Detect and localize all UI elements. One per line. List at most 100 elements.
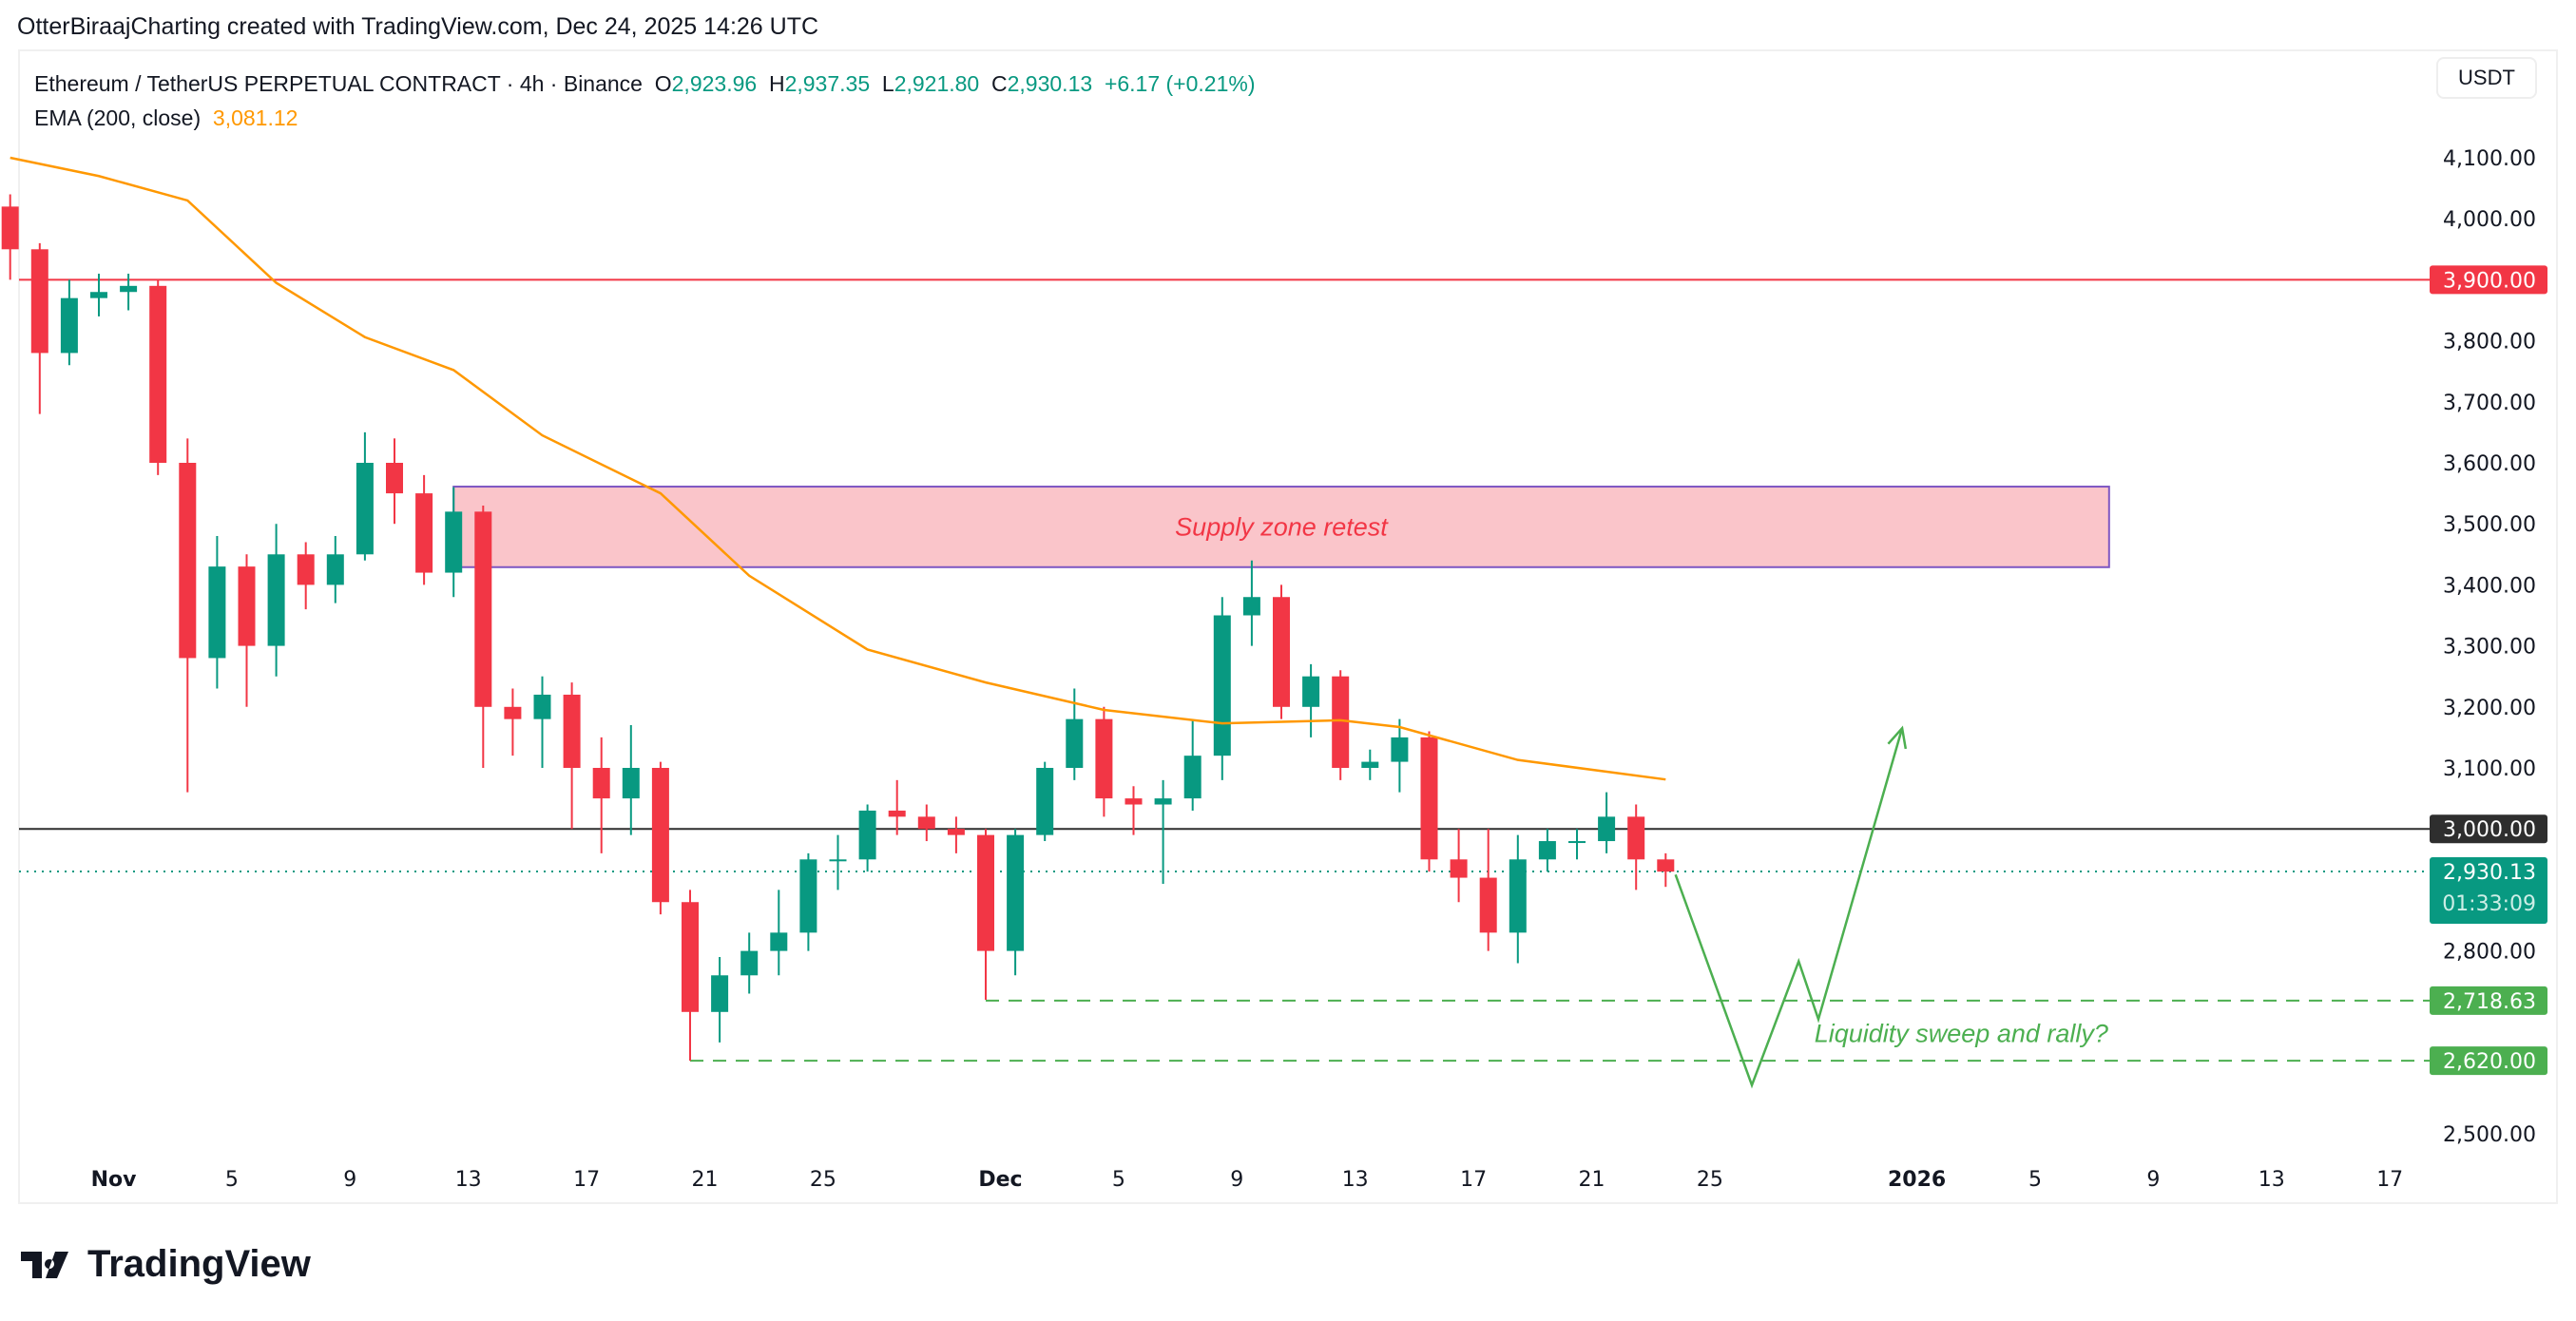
- candle-body: [711, 975, 729, 1012]
- y-tick-label: 3,600.00: [2443, 452, 2536, 476]
- candle: [267, 524, 285, 677]
- arrow-head-icon: [1887, 725, 1908, 750]
- candle: [977, 829, 994, 1000]
- candle: [711, 957, 729, 1043]
- y-tick-label: 2,500.00: [2443, 1123, 2536, 1147]
- supply-zone-label: Supply zone retest: [1175, 512, 1389, 541]
- candle: [1568, 829, 1586, 860]
- x-tick-label: 21: [692, 1168, 719, 1192]
- chart-frame: [18, 49, 2558, 1204]
- y-tick-label: 4,000.00: [2443, 208, 2536, 232]
- candle-body: [1361, 761, 1379, 768]
- candle-body: [326, 554, 344, 585]
- candle-body: [858, 810, 876, 860]
- candle: [356, 431, 374, 561]
- currency-button[interactable]: USDT: [2436, 57, 2537, 99]
- candle: [1242, 560, 1260, 646]
- logo-text: TradingView: [87, 1243, 311, 1285]
- candle: [1598, 792, 1616, 853]
- candle-body: [888, 810, 906, 817]
- x-tick-label: 5: [225, 1168, 239, 1192]
- candle: [1154, 779, 1172, 884]
- candle-body: [651, 768, 669, 903]
- candle: [60, 279, 78, 366]
- candle: [1509, 834, 1527, 964]
- x-tick-label: 9: [1230, 1168, 1243, 1192]
- candle-body: [30, 249, 48, 354]
- candle-body: [1125, 798, 1143, 805]
- candle: [1036, 761, 1054, 842]
- candle-body: [120, 285, 138, 293]
- y-tick-label: 3,200.00: [2443, 697, 2536, 720]
- x-tick-label: 17: [2376, 1168, 2403, 1192]
- candle: [208, 536, 226, 689]
- candle: [1273, 584, 1290, 719]
- candle: [504, 688, 522, 756]
- x-tick-label: 2026: [1888, 1168, 1946, 1192]
- ema-label[interactable]: EMA (200, close): [34, 105, 202, 130]
- tradingview-logo: TradingView: [21, 1243, 311, 1286]
- candle: [445, 487, 463, 598]
- price-badge-label: 2,620.00: [2443, 1050, 2536, 1074]
- candle-body: [1332, 676, 1350, 768]
- candle: [1420, 731, 1438, 872]
- countdown-label: 01:33:09: [2442, 892, 2536, 916]
- x-tick-label: 5: [2028, 1168, 2042, 1192]
- candle: [1479, 829, 1497, 951]
- projection-label: Liquidity sweep and rally?: [1815, 1019, 2108, 1047]
- x-tick-label: Nov: [91, 1168, 138, 1192]
- candle: [682, 890, 699, 1062]
- y-tick-label: 4,100.00: [2443, 147, 2536, 171]
- candle-body: [1242, 597, 1260, 616]
- close-label: C: [991, 71, 1008, 96]
- x-tick-label: 13: [455, 1168, 482, 1192]
- candle: [858, 804, 876, 872]
- x-tick-label: 25: [1697, 1168, 1723, 1192]
- price-badge: [2430, 986, 2547, 1015]
- change-value: +6.17 (+0.21%): [1104, 71, 1256, 96]
- candle-body: [682, 902, 699, 1012]
- symbol-row: Ethereum / TetherUS PERPETUAL CONTRACT ·…: [34, 67, 1256, 101]
- price-badge-label: 3,000.00: [2443, 818, 2536, 842]
- candle-body: [90, 292, 107, 298]
- candle-body: [238, 566, 256, 646]
- candle-body: [1509, 859, 1527, 933]
- candle: [1302, 663, 1320, 737]
- candle: [533, 676, 551, 768]
- candle-body: [149, 285, 167, 463]
- y-tick-label: 2,800.00: [2443, 941, 2536, 965]
- candle-body: [977, 834, 994, 951]
- x-tick-label: 17: [573, 1168, 600, 1192]
- x-tick-label: 9: [343, 1168, 356, 1192]
- x-tick-label: 25: [810, 1168, 836, 1192]
- candle-body: [1657, 859, 1675, 872]
- candle: [1627, 804, 1645, 890]
- candle-body: [445, 511, 463, 573]
- candle-body: [179, 463, 197, 659]
- candle-body: [770, 932, 788, 951]
- y-tick-label: 3,500.00: [2443, 513, 2536, 537]
- candle-body: [1479, 877, 1497, 933]
- symbol-title[interactable]: Ethereum / TetherUS PERPETUAL CONTRACT ·…: [34, 71, 643, 96]
- price-badge-label: 3,900.00: [2443, 269, 2536, 293]
- candle-body: [799, 859, 817, 933]
- candle-body: [533, 694, 551, 719]
- candle-body: [1391, 737, 1409, 762]
- candle-body: [917, 816, 935, 830]
- candle-body: [356, 463, 374, 555]
- candle: [1332, 670, 1350, 780]
- candle-body: [1095, 718, 1113, 799]
- high-value: 2,937.35: [784, 71, 871, 96]
- price-badge: [2430, 265, 2547, 295]
- candle: [1095, 706, 1113, 817]
- candle-body: [1183, 756, 1201, 799]
- candle-body: [1302, 676, 1320, 707]
- y-tick-label: 3,400.00: [2443, 574, 2536, 598]
- candle-body: [60, 297, 78, 354]
- ema-row: EMA (200, close) 3,081.12: [34, 101, 1256, 135]
- candle-body: [563, 694, 581, 768]
- y-tick-label: 3,300.00: [2443, 636, 2536, 660]
- candle: [829, 834, 847, 890]
- x-tick-label: 9: [2146, 1168, 2160, 1192]
